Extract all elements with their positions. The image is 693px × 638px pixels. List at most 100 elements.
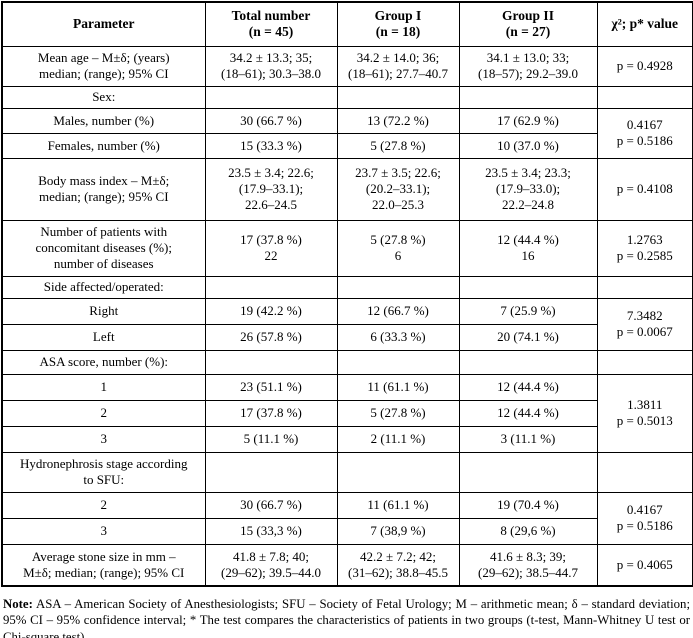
param-cell: Females, number (%) <box>1 132 206 159</box>
group1-cell: 34.2 ± 14.0; 36; (18–61); 27.7–40.7 <box>336 45 460 87</box>
row-sfu-3: 3 15 (33,3 %) 7 (38,9 %) 8 (29,6 %) <box>1 517 693 545</box>
empty-cell <box>204 451 338 493</box>
section-label-cell: ASA score, number (%): <box>1 349 206 375</box>
param-cell: Number of patients with concomitant dise… <box>1 219 206 277</box>
param-cell: 3 <box>1 517 206 545</box>
total-cell: 15 (33.3 %) <box>204 132 338 159</box>
group2-cell: 3 (11.1 %) <box>458 425 598 453</box>
col-header-group1: Group I (n = 18) <box>336 1 460 47</box>
group1-cell: 7 (38,9 %) <box>336 517 460 545</box>
stat-cell-merged: 7.3482 p = 0.0067 <box>596 297 693 351</box>
row-right: Right 19 (42.2 %) 12 (66.7 %) 7 (25.9 %)… <box>1 297 693 351</box>
param-cell: Left <box>1 323 206 351</box>
param-cell: Body mass index – M±δ; median; (range); … <box>1 157 206 221</box>
group2-cell: 7 (25.9 %) <box>458 297 598 325</box>
row-asa-section: ASA score, number (%): <box>1 349 693 375</box>
empty-cell <box>204 275 338 299</box>
group1-cell: 5 (27.8 %) <box>336 399 460 427</box>
param-cell: Mean age – M±δ; (years) median; (range);… <box>1 45 206 87</box>
group2-cell: 23.5 ± 3.4; 23.3; (17.9–33.0); 22.2–24.8 <box>458 157 598 221</box>
row-sex-section: Sex: <box>1 85 693 109</box>
col-header-group2: Group II (n = 27) <box>458 1 598 47</box>
group2-cell: 41.6 ± 8.3; 39; (29–62); 38.5–44.7 <box>458 543 598 587</box>
group2-cell: 12 (44.4 %) <box>458 399 598 427</box>
empty-cell <box>458 85 598 109</box>
row-side-section: Side affected/operated: <box>1 275 693 299</box>
group1-cell: 5 (27.8 %) 6 <box>336 219 460 277</box>
stat-cell: p = 0.4928 <box>596 45 693 87</box>
param-cell: 3 <box>1 425 206 453</box>
group2-cell: 17 (62.9 %) <box>458 107 598 134</box>
total-cell: 23.5 ± 3.4; 22.6; (17.9–33.1); 22.6–24.5 <box>204 157 338 221</box>
param-cell: Average stone size in mm – M±δ; median; … <box>1 543 206 587</box>
col-header-parameter: Parameter <box>1 1 206 47</box>
group2-cell: 10 (37.0 %) <box>458 132 598 159</box>
empty-cell <box>596 85 693 109</box>
empty-cell <box>458 275 598 299</box>
row-concomitant: Number of patients with concomitant dise… <box>1 219 693 277</box>
col-header-chi-p: χ²; p* value <box>596 1 693 47</box>
row-header: Parameter Total number (n = 45) Group I … <box>1 1 693 47</box>
stat-cell-merged: 1.3811 p = 0.5013 <box>596 373 693 453</box>
group1-cell: 6 (33.3 %) <box>336 323 460 351</box>
group1-cell: 13 (72.2 %) <box>336 107 460 134</box>
section-label-cell: Hydronephrosis stage according to SFU: <box>1 451 206 493</box>
stat-cell-merged: 0.4167 p = 0.5186 <box>596 491 693 545</box>
total-cell: 30 (66.7 %) <box>204 107 338 134</box>
param-cell: Males, number (%) <box>1 107 206 134</box>
group1-cell: 11 (61.1 %) <box>336 373 460 401</box>
row-left: Left 26 (57.8 %) 6 (33.3 %) 20 (74.1 %) <box>1 323 693 351</box>
empty-cell <box>336 275 460 299</box>
empty-cell <box>458 349 598 375</box>
section-label-cell: Sex: <box>1 85 206 109</box>
total-cell: 30 (66.7 %) <box>204 491 338 519</box>
group1-cell: 23.7 ± 3.5; 22.6; (20.2–33.1); 22.0–25.3 <box>336 157 460 221</box>
empty-cell <box>596 349 693 375</box>
group1-cell: 11 (61.1 %) <box>336 491 460 519</box>
empty-cell <box>204 85 338 109</box>
group2-cell: 12 (44.4 %) 16 <box>458 219 598 277</box>
empty-cell <box>596 275 693 299</box>
param-cell: 2 <box>1 491 206 519</box>
empty-cell <box>336 85 460 109</box>
empty-cell <box>458 451 598 493</box>
row-females: Females, number (%) 15 (33.3 %) 5 (27.8 … <box>1 132 693 159</box>
note-label: Note: <box>3 597 33 611</box>
group1-cell: 42.2 ± 7.2; 42; (31–62); 38.8–45.5 <box>336 543 460 587</box>
note-text: ASA – American Society of Anesthesiologi… <box>3 597 691 638</box>
row-males: Males, number (%) 30 (66.7 %) 13 (72.2 %… <box>1 107 693 159</box>
group2-cell: 20 (74.1 %) <box>458 323 598 351</box>
stat-cell: 1.2763 p = 0.2585 <box>596 219 693 277</box>
total-cell: 26 (57.8 %) <box>204 323 338 351</box>
empty-cell <box>336 451 460 493</box>
empty-cell <box>204 349 338 375</box>
row-asa-1: 1 23 (51.1 %) 11 (61.1 %) 12 (44.4 %) 1.… <box>1 373 693 453</box>
param-cell: 1 <box>1 373 206 401</box>
param-cell: Right <box>1 297 206 325</box>
group2-cell: 8 (29,6 %) <box>458 517 598 545</box>
group2-cell: 19 (70.4 %) <box>458 491 598 519</box>
total-cell: 17 (37.8 %) 22 <box>204 219 338 277</box>
total-cell: 5 (11.1 %) <box>204 425 338 453</box>
section-label-cell: Side affected/operated: <box>1 275 206 299</box>
total-cell: 15 (33,3 %) <box>204 517 338 545</box>
col-header-total: Total number (n = 45) <box>204 1 338 47</box>
row-stone: Average stone size in mm – M±δ; median; … <box>1 543 693 587</box>
total-cell: 19 (42.2 %) <box>204 297 338 325</box>
param-cell: 2 <box>1 399 206 427</box>
row-asa-2: 2 17 (37.8 %) 5 (27.8 %) 12 (44.4 %) <box>1 399 693 427</box>
table-note: Note: ASA – American Society of Anesthes… <box>3 596 690 638</box>
group1-cell: 12 (66.7 %) <box>336 297 460 325</box>
row-sfu-2: 2 30 (66.7 %) 11 (61.1 %) 19 (70.4 %) 0.… <box>1 491 693 545</box>
stat-cell: p = 0.4065 <box>596 543 693 587</box>
stat-cell-merged: 0.4167 p = 0.5186 <box>596 107 693 159</box>
group2-cell: 12 (44.4 %) <box>458 373 598 401</box>
empty-cell <box>596 451 693 493</box>
row-mean-age: Mean age – M±δ; (years) median; (range);… <box>1 45 693 87</box>
group1-cell: 2 (11.1 %) <box>336 425 460 453</box>
group1-cell: 5 (27.8 %) <box>336 132 460 159</box>
total-cell: 23 (51.1 %) <box>204 373 338 401</box>
row-asa-3: 3 5 (11.1 %) 2 (11.1 %) 3 (11.1 %) <box>1 425 693 453</box>
total-cell: 17 (37.8 %) <box>204 399 338 427</box>
